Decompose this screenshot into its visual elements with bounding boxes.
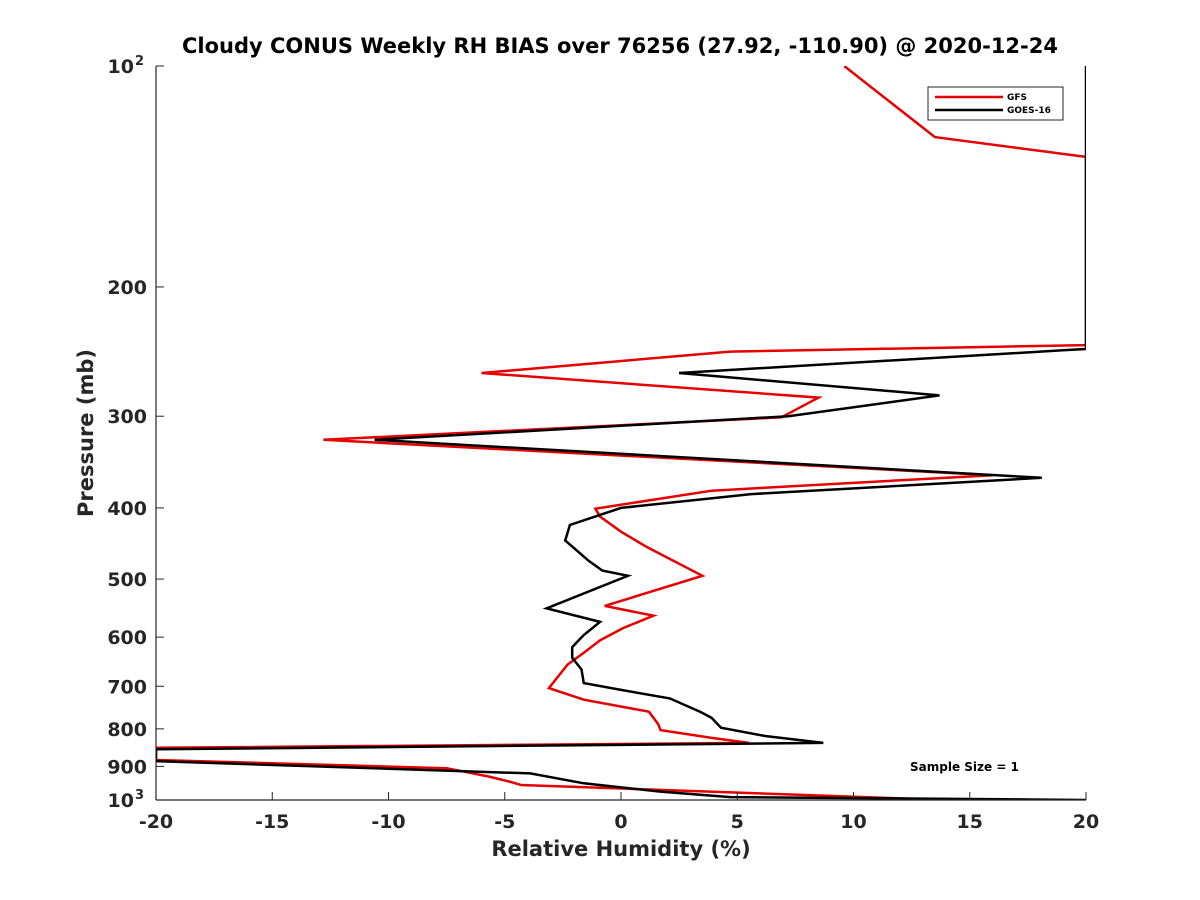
x-tick-label: -15 — [255, 811, 289, 833]
y-tick-label: 500 — [107, 569, 147, 591]
x-axis-label: Relative Humidity (%) — [491, 837, 750, 861]
series-line-goes16 — [156, 66, 1086, 800]
x-tick-label: 10 — [840, 811, 866, 833]
series-line-gfs — [156, 66, 1086, 800]
x-tick-label: -5 — [494, 811, 515, 833]
sample-size-annotation: Sample Size = 1 — [910, 760, 1019, 774]
y-axis-label: Pressure (mb) — [74, 349, 98, 517]
legend-box — [927, 86, 1064, 121]
y-tick-label: 200 — [107, 277, 147, 299]
x-tick-label: -10 — [371, 811, 405, 833]
series-layer — [156, 66, 1086, 800]
y-tick-label: 300 — [107, 406, 147, 428]
x-tick-label: 5 — [731, 811, 744, 833]
legend: GFS GOES-16 — [927, 86, 1064, 121]
x-ticks: -20 -15 -10 -5 0 5 10 15 20 — [139, 792, 1099, 833]
y-tick-exponent: 2 — [135, 54, 144, 69]
y-tick-exponent: 3 — [135, 788, 144, 803]
y-tick-label: 800 — [107, 719, 147, 741]
y-tick-label: 10 — [108, 56, 134, 78]
chart-title: Cloudy CONUS Weekly RH BIAS over 76256 (… — [182, 34, 1058, 58]
legend-label-gfs: GFS — [1007, 93, 1027, 103]
x-tick-label: -20 — [139, 811, 173, 833]
y-tick-label: 700 — [107, 676, 147, 698]
y-tick-label: 600 — [107, 627, 147, 649]
y-tick-label: 10 — [108, 790, 134, 812]
y-tick-label: 400 — [107, 498, 147, 520]
legend-label-goes16: GOES-16 — [1007, 106, 1051, 116]
x-tick-label: 20 — [1073, 811, 1099, 833]
x-tick-label: 0 — [614, 811, 627, 833]
y-tick-label: 900 — [107, 756, 147, 778]
x-tick-label: 15 — [957, 811, 983, 833]
